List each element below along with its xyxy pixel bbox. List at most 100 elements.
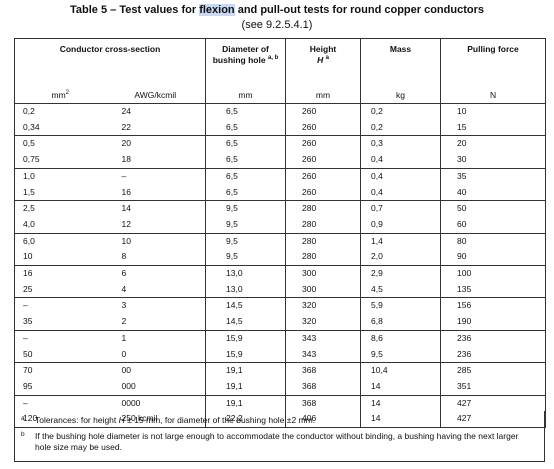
table-cell: 300 — [285, 281, 362, 298]
table-cell: 14,5 — [205, 297, 287, 315]
table-cell: 90 — [440, 249, 547, 266]
table-row: 35 2 14,5 320 6,8 190 — [14, 314, 547, 331]
header-symbol: H — [317, 54, 324, 65]
table-cell: 427 — [440, 411, 547, 428]
table-cell: 4,0 — [14, 216, 106, 234]
table-cell: 6,5 — [205, 102, 287, 120]
table-cell: 0000 — [105, 394, 207, 412]
table-row: 25 4 13,0 300 4,5 135 — [14, 281, 547, 298]
table-cell: 2 — [105, 314, 207, 331]
table-row: 1,5 16 6,5 260 0,4 40 — [14, 184, 547, 201]
table-cell: 0,2 — [14, 102, 106, 120]
table-subtitle: (see 9.2.5.4.1) — [241, 19, 313, 31]
table-row: 0,34 22 6,5 260 0,2 15 — [14, 119, 547, 136]
table-cell: 2,9 — [360, 265, 442, 282]
table-cell: 22 — [105, 119, 207, 136]
unit-cell: mm2 — [14, 87, 106, 104]
table-cell: 70 — [14, 362, 106, 379]
table-cell: 1,4 — [360, 232, 442, 250]
table-cell: 4 — [105, 281, 207, 298]
footnote-ref: a, b — [267, 55, 279, 61]
table-cell: 260 — [285, 102, 362, 120]
table-cell: 368 — [285, 362, 362, 379]
table-cell: 260 — [285, 152, 362, 169]
table-cell: – — [105, 167, 207, 185]
title-text: Table 5 – Test values for — [70, 4, 200, 16]
table-cell: 250 kcmil — [105, 411, 207, 428]
table-cell: 10 — [105, 232, 207, 250]
header-cell: Height H a — [285, 38, 362, 87]
table-cell: 6,5 — [205, 167, 287, 185]
title-text: and pull-out tests for round copper cond… — [234, 4, 484, 16]
table-cell: 50 — [14, 346, 106, 363]
table-cell: 0 — [105, 346, 207, 363]
unit-cell: mm — [285, 87, 362, 104]
header-cell: Pulling force — [440, 38, 547, 87]
table-cell: 260 — [285, 135, 362, 153]
table-body: 0,2 24 6,5 260 0,2 10 0,34 22 6,5 260 0,2 15 0,5 20 6,… — [14, 102, 547, 428]
table-cell: 12 — [105, 216, 207, 234]
table-cell: 10 — [440, 102, 547, 120]
table-cell: 0,75 — [14, 152, 106, 169]
table-cell: – — [14, 329, 106, 347]
table-cell: 18 — [105, 152, 207, 169]
table-cell: 60 — [440, 216, 547, 234]
table-row: 16 6 13,0 300 2,9 100 — [14, 265, 547, 282]
table-cell: 2,5 — [14, 200, 106, 217]
header-text: Diameter of bushing hole — [212, 44, 269, 65]
table-cell: 19,1 — [205, 394, 287, 412]
table-row: 0,2 24 6,5 260 0,2 10 — [14, 102, 547, 120]
table-row: 4,0 12 9,5 280 0,9 60 — [14, 216, 547, 234]
table-cell: 260 — [285, 119, 362, 136]
table-cell: 9,5 — [205, 216, 287, 234]
table-cell: 14 — [105, 200, 207, 217]
footnote-ref: a — [325, 55, 329, 61]
table-cell: 00 — [105, 362, 207, 379]
table-row: 6,0 10 9,5 280 1,4 80 — [14, 232, 547, 250]
header-text: Height — [309, 44, 337, 54]
table-cell: 0,3 — [360, 135, 442, 153]
table-title: Table 5 – Test values for flexion and pu… — [0, 4, 554, 16]
table-cell: 6,5 — [205, 152, 287, 169]
footnotes: a Tolerances: for height H ± 15 mm, for d… — [14, 411, 545, 462]
footnote-symbol: H — [118, 415, 125, 425]
unit-cell: AWG/kcmil — [105, 87, 207, 104]
table-cell: 0,2 — [360, 102, 442, 120]
table-cell: 15,9 — [205, 329, 287, 347]
table-cell: 14,5 — [205, 314, 287, 331]
table-cell: 14 — [360, 394, 442, 412]
table-row: 95 000 19,1 368 14 351 — [14, 378, 547, 396]
table-cell: 6,0 — [14, 232, 106, 250]
table-row: 10 8 9,5 280 2,0 90 — [14, 249, 547, 266]
table-row: 0,5 20 6,5 260 0,3 20 — [14, 135, 547, 153]
table-cell: 6,8 — [360, 314, 442, 331]
table-cell: 50 — [440, 200, 547, 217]
table-cell: 6,5 — [205, 135, 287, 153]
table-cell: 19,1 — [205, 378, 287, 396]
table-cell: 5,9 — [360, 297, 442, 315]
table-cell: 9,5 — [205, 249, 287, 266]
table-cell: 2,0 — [360, 249, 442, 266]
table-cell: 135 — [440, 281, 547, 298]
table-row: 2,5 14 9,5 280 0,7 50 — [14, 200, 547, 217]
table-cell: – — [14, 297, 106, 315]
footnote-text: If the bushing hole diameter is not larg… — [35, 431, 519, 452]
table-cell: 20 — [105, 135, 207, 153]
table-cell: 285 — [440, 362, 547, 379]
footnote-mark: a — [21, 415, 25, 422]
table-row: 0,75 18 6,5 260 0,4 30 — [14, 152, 547, 169]
table-cell: 9,5 — [360, 346, 442, 363]
table-cell: 0,4 — [360, 184, 442, 201]
table-cell: 120 — [14, 411, 106, 428]
table-cell: 15,9 — [205, 346, 287, 363]
header-text: Mass — [389, 44, 412, 54]
table-cell: 156 — [440, 297, 547, 315]
table-cell: 80 — [440, 232, 547, 250]
header-cell: Mass — [360, 38, 442, 87]
table-row: –1 15,9 343 8,6 236 — [14, 329, 547, 347]
table-cell: 13,0 — [205, 281, 287, 298]
header-cell: Diameter of bushing hole a, b — [205, 38, 287, 87]
unit-text: mm — [51, 90, 66, 100]
header-cell: Conductor cross-section — [13, 38, 207, 87]
